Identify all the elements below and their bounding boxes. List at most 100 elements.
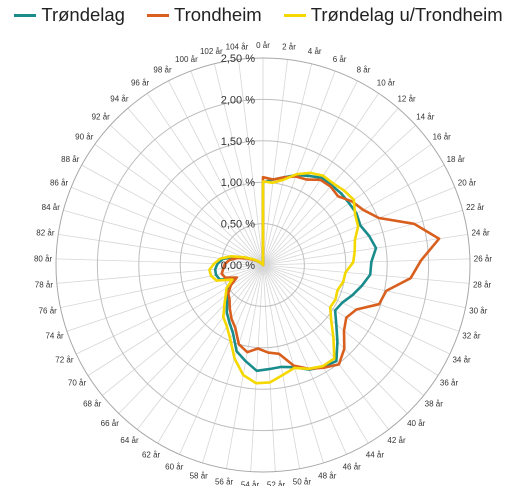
category-tick-label: 78 år — [35, 281, 54, 290]
category-tick-label: 44 år — [366, 450, 385, 459]
category-tick-label: 70 år — [68, 378, 87, 387]
spoke-line — [262, 264, 460, 332]
spoke-line — [168, 80, 264, 266]
category-tick-label: 102 år — [200, 47, 223, 56]
spoke-line — [214, 63, 264, 266]
grid-ring — [138, 140, 388, 390]
category-tick-label: 72 år — [55, 356, 74, 365]
spoke-line — [262, 70, 336, 266]
legend-item: Trondheim — [146, 4, 262, 26]
spoke-line — [56, 258, 264, 266]
category-tick-label: 74 år — [45, 332, 64, 341]
spoke-line — [262, 264, 439, 376]
legend-swatch — [14, 13, 37, 17]
category-tick-label: 76 år — [39, 306, 58, 315]
spoke-line — [262, 264, 389, 430]
spoke-line — [94, 143, 264, 266]
category-tick-label: 100 år — [175, 55, 198, 64]
spoke-line — [71, 186, 264, 266]
spoke-line — [262, 164, 445, 266]
spoke-line — [262, 234, 468, 266]
category-tick-label: 104 år — [226, 43, 249, 52]
legend-label: Trøndelag — [41, 4, 125, 25]
category-tick-label: 20 år — [458, 178, 477, 187]
series-line — [220, 175, 441, 371]
category-tick-label: 66 år — [101, 419, 120, 428]
category-tick-label: 94 år — [110, 94, 129, 103]
spoke-line — [157, 264, 264, 444]
spoke-line — [81, 164, 264, 266]
category-tick-label: 56 år — [215, 478, 234, 486]
spoke-line — [262, 264, 347, 455]
spoke-line — [262, 264, 369, 444]
spoke-line — [137, 264, 264, 430]
category-tick-label: 0 år — [256, 41, 270, 50]
spoke-line — [60, 264, 264, 308]
category-tick-label: 92 år — [92, 113, 111, 122]
category-tick-label: 86 år — [50, 178, 69, 187]
spoke-line — [147, 93, 264, 266]
category-tick-label: 80 år — [34, 255, 53, 264]
series-lines — [208, 171, 441, 385]
spoke-line — [238, 59, 264, 266]
category-tick-label: 34 år — [452, 356, 471, 365]
spoke-line — [262, 264, 466, 308]
category-tick-label: 40 år — [407, 419, 426, 428]
category-tick-label: 88 år — [61, 155, 80, 164]
spoke-line — [262, 59, 288, 266]
spoke-line — [262, 143, 432, 266]
category-tick-label: 10 år — [377, 79, 396, 88]
category-tick-label: 98 år — [153, 65, 172, 74]
radial-tick-label: 0,50 % — [221, 219, 255, 231]
category-tick-label: 82 år — [36, 229, 55, 238]
category-tick-label: 52 år — [267, 481, 286, 486]
spoke-line — [262, 63, 312, 266]
grid-ring — [96, 98, 430, 432]
radial-tick-label: 1,00 % — [221, 177, 255, 189]
category-tick-label: 14 år — [416, 113, 435, 122]
category-tick-label: 4 år — [308, 47, 322, 56]
grid-ring — [55, 57, 471, 473]
category-tick-label: 42 år — [387, 436, 406, 445]
spoke-line — [226, 264, 264, 469]
spoke-line — [190, 70, 264, 266]
spoke-line — [179, 264, 264, 455]
spoke-line — [110, 125, 264, 266]
spoke-line — [262, 264, 408, 414]
radial-tick-label: 2,00 % — [221, 94, 255, 106]
legend-label: Trondheim — [173, 4, 262, 25]
radial-gridlines — [55, 57, 471, 473]
category-tick-label: 32 år — [462, 332, 481, 341]
spoke-line — [262, 264, 470, 284]
radial-tick-label: 1,50 % — [221, 136, 255, 148]
category-tick-label: 50 år — [293, 478, 312, 486]
radial-tick-label: 0,00 % — [221, 260, 255, 272]
series-line — [208, 171, 360, 385]
spoke-line — [118, 264, 264, 414]
category-tick-label: 38 år — [425, 400, 444, 409]
category-tick-label: 6 år — [333, 55, 347, 64]
category-tick-label: 8 år — [357, 65, 371, 74]
legend-swatch — [146, 13, 169, 17]
category-tick-label: 62 år — [142, 450, 161, 459]
category-tick-label: 46 år — [343, 462, 362, 471]
category-tick-label: 18 år — [447, 155, 466, 164]
category-tick-label: 28 år — [473, 281, 492, 290]
category-tick-label: 60 år — [165, 462, 184, 471]
category-tick-label: 48 år — [318, 471, 337, 480]
spoke-line — [66, 264, 264, 332]
spoke-line — [262, 258, 470, 266]
category-tick-label: 12 år — [397, 94, 416, 103]
category-tick-label: 58 år — [190, 471, 209, 480]
spoke-line — [202, 264, 264, 464]
legend-label: Trøndelag u/Trondheim — [310, 4, 503, 25]
spoke-line — [262, 210, 463, 266]
spoke-line — [87, 264, 264, 376]
category-tick-label: 64 år — [120, 436, 139, 445]
category-tick-label: 84 år — [42, 203, 61, 212]
category-tick-label: 96 år — [131, 79, 150, 88]
legend-swatch — [283, 13, 306, 17]
category-tick-label: 26 år — [474, 255, 493, 264]
